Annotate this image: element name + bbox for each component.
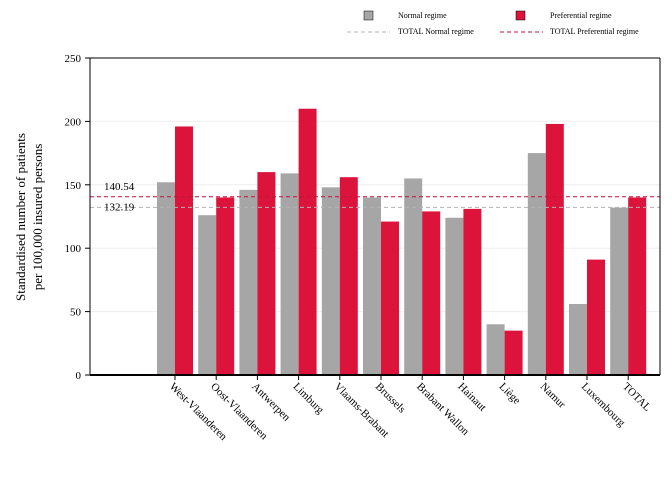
legend-label-preferential: Preferential regime bbox=[550, 11, 612, 20]
legend: Normal regime Preferential regime TOTAL … bbox=[347, 10, 639, 36]
x-tick-label: Namur bbox=[538, 381, 568, 411]
reference-label-total-preferential: 140.54 bbox=[104, 181, 135, 193]
y-axis-title-line-2: per 100,000 insured persons bbox=[30, 144, 45, 291]
bar-preferential bbox=[175, 126, 193, 375]
y-tick-label: 50 bbox=[70, 307, 82, 319]
bar-normal bbox=[569, 303, 587, 375]
bar-preferential bbox=[504, 330, 523, 375]
bar-preferential bbox=[545, 123, 564, 375]
x-tick-label: Hainaut bbox=[455, 381, 488, 414]
bar-normal bbox=[280, 173, 299, 375]
x-tick-label: Liège bbox=[496, 381, 522, 407]
y-tick-label: 200 bbox=[65, 116, 82, 128]
reference-label-total-normal: 132.19 bbox=[104, 201, 135, 213]
bar-preferential bbox=[257, 172, 276, 375]
bar-normal bbox=[363, 197, 381, 375]
bar-preferential bbox=[628, 197, 647, 375]
legend-swatch-normal bbox=[363, 10, 374, 21]
legend-label-total-normal: TOTAL Normal regime bbox=[398, 27, 474, 36]
bar-normal bbox=[527, 153, 546, 375]
legend-swatch-preferential bbox=[515, 10, 526, 21]
x-tick-label: Limburg bbox=[290, 381, 326, 417]
bar-normal bbox=[157, 182, 175, 375]
bar-preferential bbox=[298, 108, 317, 375]
bar-normal bbox=[486, 324, 505, 375]
bar-preferential bbox=[587, 259, 605, 375]
bar-normal bbox=[321, 187, 340, 375]
bar-normal bbox=[239, 189, 258, 375]
y-tick-label: 100 bbox=[65, 243, 82, 255]
bar-normal bbox=[445, 217, 464, 375]
bar-preferential bbox=[216, 197, 235, 375]
legend-label-total-preferential: TOTAL Preferential regime bbox=[550, 27, 639, 36]
bars bbox=[157, 108, 647, 375]
bar-preferential bbox=[463, 208, 482, 375]
y-tick-label: 0 bbox=[76, 370, 82, 382]
bar-preferential bbox=[381, 221, 399, 375]
y-axis-title-line-1: Standardised number of patients bbox=[13, 133, 28, 301]
bar-preferential bbox=[422, 211, 441, 375]
reference-lines: 132.19 140.54 bbox=[90, 181, 660, 213]
bar-preferential bbox=[339, 177, 358, 375]
x-tick-label: Brussels bbox=[373, 381, 408, 416]
y-tick-label: 150 bbox=[65, 180, 82, 192]
bar-normal bbox=[198, 215, 217, 375]
bar-normal bbox=[610, 207, 629, 375]
bar-normal bbox=[404, 178, 423, 375]
legend-label-normal: Normal regime bbox=[398, 11, 447, 20]
x-tick-label: TOTAL bbox=[620, 381, 653, 414]
x-tick-label: Antwerpen bbox=[249, 381, 292, 424]
y-tick-label: 250 bbox=[65, 53, 82, 65]
